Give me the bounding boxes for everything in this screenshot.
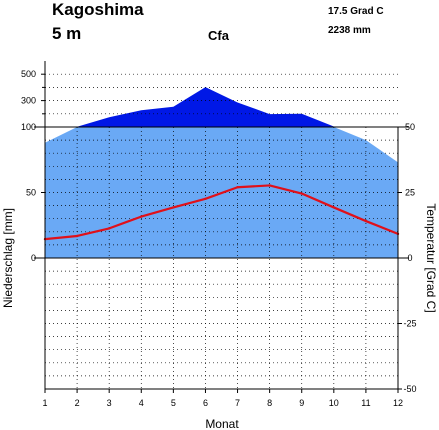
temp-tick-label: 0 bbox=[407, 253, 412, 263]
temperature-point bbox=[236, 186, 239, 189]
precip-tick-label: 50 bbox=[26, 188, 36, 198]
x-tick-label: 2 bbox=[75, 398, 80, 408]
temperature-point bbox=[107, 227, 111, 230]
x-tick-label: 8 bbox=[267, 398, 272, 408]
precip-tick-label: 0 bbox=[31, 253, 36, 263]
x-tick-label: 1 bbox=[42, 398, 47, 408]
temp-tick-label: -25 bbox=[403, 319, 416, 329]
temperature-point bbox=[268, 184, 271, 187]
mean-temperature: 17.5 Grad C bbox=[328, 6, 384, 17]
temperature-line bbox=[44, 184, 399, 241]
x-tick-label: 12 bbox=[393, 398, 403, 408]
x-tick-label: 3 bbox=[107, 398, 112, 408]
x-tick-label: 9 bbox=[299, 398, 304, 408]
precip-tick-label: 500 bbox=[21, 69, 36, 79]
x-tick-label: 6 bbox=[203, 398, 208, 408]
station-name: Kagoshima bbox=[52, 0, 144, 19]
temperature-point bbox=[204, 197, 207, 200]
precip-tick-label: 100 bbox=[21, 122, 36, 132]
x-tick-label: 5 bbox=[171, 398, 176, 408]
temperature-point bbox=[75, 234, 79, 238]
perhumid-area bbox=[45, 87, 398, 127]
temp-tick-label: 25 bbox=[405, 188, 415, 198]
axes bbox=[34, 61, 409, 390]
temperature-point bbox=[332, 206, 336, 209]
x-tick-label: 4 bbox=[139, 398, 144, 408]
precip-tick-label: 300 bbox=[21, 96, 36, 106]
x-axis-title: Monat bbox=[205, 417, 239, 430]
climate-classification: Cfa bbox=[208, 28, 230, 43]
x-tick-label: 7 bbox=[235, 398, 240, 408]
temp-tick-label: -50 bbox=[403, 384, 416, 394]
x-tick-label: 11 bbox=[361, 398, 370, 408]
temperature-point bbox=[140, 215, 143, 218]
x-tick-label: 10 bbox=[329, 398, 339, 408]
y-axis-right-title: Temperatur [Grad C] bbox=[424, 203, 438, 312]
precipitation-area bbox=[45, 87, 398, 258]
annual-precipitation: 2238 mm bbox=[328, 25, 371, 36]
y-axis-left-title: Niederschlag [mm] bbox=[1, 208, 15, 308]
station-elevation: 5 m bbox=[52, 24, 81, 43]
temp-tick-label: 50 bbox=[405, 122, 415, 132]
temperature-point bbox=[364, 219, 368, 223]
temperature-point bbox=[300, 192, 303, 195]
temperature-layer bbox=[43, 184, 400, 241]
temperature-point bbox=[172, 206, 175, 209]
